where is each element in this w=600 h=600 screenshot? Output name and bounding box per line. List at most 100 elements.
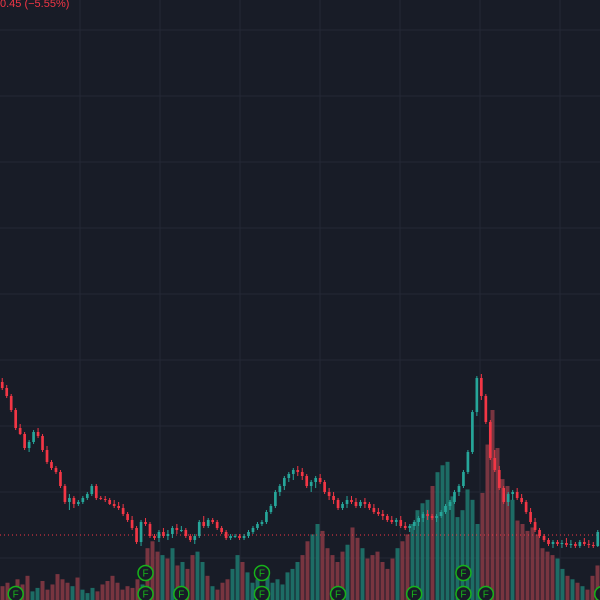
candle-body <box>90 486 94 494</box>
candle-body <box>591 545 595 546</box>
candle-body <box>426 514 429 516</box>
volume-bar <box>65 582 70 600</box>
volume-bar <box>85 593 90 600</box>
candle-body <box>103 499 107 500</box>
volume-bar <box>90 587 95 600</box>
candle-body <box>274 492 277 506</box>
financial-marker: F <box>253 585 271 600</box>
volume-bar <box>95 591 100 600</box>
financial-marker: F <box>7 585 24 600</box>
volume-bar <box>475 524 480 600</box>
volume-bar <box>580 586 585 600</box>
candle-body <box>224 532 228 538</box>
candle-body <box>336 500 340 508</box>
financial-marker-label: F <box>259 569 265 580</box>
candle-body <box>381 514 385 516</box>
volume-bar <box>575 582 580 600</box>
candle-body <box>5 388 9 396</box>
candle-body <box>9 396 13 410</box>
price-candles <box>0 374 600 548</box>
volume-bar <box>250 582 255 600</box>
candle-body <box>54 468 58 472</box>
candle-body <box>108 500 112 504</box>
volume-bar <box>225 579 230 600</box>
financial-marker-label: F <box>142 569 148 580</box>
volume-bar <box>470 499 475 600</box>
candle-body <box>309 482 313 486</box>
volume-bar <box>390 558 395 600</box>
candle-body <box>471 412 474 452</box>
candle-body <box>444 506 447 512</box>
volume-bar <box>180 562 185 600</box>
volume-bar <box>460 510 465 600</box>
candle-body <box>162 532 165 536</box>
F-circle-icon <box>455 585 472 600</box>
F-circle-icon <box>455 564 472 582</box>
volume-bar <box>515 520 520 600</box>
volume-bar <box>80 589 85 600</box>
candle-body <box>130 520 134 528</box>
volume-bar <box>560 568 565 600</box>
volume-bar <box>230 568 235 600</box>
candle-body <box>497 470 501 488</box>
candle-body <box>421 514 425 518</box>
candle-body <box>157 532 161 538</box>
candle-body <box>139 522 143 542</box>
volume-bar <box>290 568 295 600</box>
candle-body <box>560 543 564 544</box>
volume-bar <box>75 577 80 600</box>
candle-body <box>533 522 537 530</box>
volume-bar <box>310 534 315 600</box>
candle-body <box>578 542 582 546</box>
candle-body <box>385 516 389 520</box>
volume-bar <box>70 586 75 600</box>
candle-body <box>99 498 103 499</box>
volume-bar <box>215 589 220 600</box>
volume-bar <box>405 534 410 600</box>
financial-marker: F <box>137 564 154 582</box>
candle-body <box>466 452 470 472</box>
candle-body <box>488 422 492 458</box>
volume-bar <box>385 568 390 600</box>
volume-bar <box>155 551 160 600</box>
candle-body <box>538 530 541 536</box>
candle-body <box>287 474 291 478</box>
volume-bar <box>240 562 245 600</box>
candle-body <box>542 536 546 540</box>
candle-body <box>296 470 300 472</box>
volume-bar <box>480 492 485 600</box>
candle-body <box>32 432 35 442</box>
volume-bar <box>370 555 375 600</box>
candle-body <box>166 534 170 536</box>
candle-body <box>81 498 85 502</box>
volume-bar <box>445 461 450 600</box>
candle-body <box>260 522 264 524</box>
candle-body <box>314 478 318 482</box>
financial-markers: FFFFFFFFFFFFF <box>7 564 600 600</box>
candle-body <box>390 520 394 522</box>
volume-bar <box>160 555 165 600</box>
candle-body <box>399 520 403 526</box>
financial-marker-label: F <box>13 590 19 600</box>
financial-marker: F <box>477 585 495 600</box>
candle-body <box>318 478 322 482</box>
candle-body <box>529 512 532 522</box>
candle-body <box>453 492 456 502</box>
candle-body <box>511 492 515 494</box>
volume-bar <box>410 524 415 600</box>
volume-bar <box>0 586 5 600</box>
volume-bar <box>425 499 430 600</box>
volume-bar <box>545 551 550 600</box>
candle-body <box>345 500 349 504</box>
volume-bar <box>200 562 205 600</box>
volume-bar <box>495 448 500 600</box>
volume-bar <box>450 496 455 600</box>
volume-bar <box>380 562 385 600</box>
candle-body <box>269 506 273 512</box>
volume-bar <box>500 479 505 600</box>
financial-marker-label: F <box>142 590 148 600</box>
candle-body <box>135 528 138 542</box>
candle-body <box>238 536 241 538</box>
volume-bar <box>350 527 355 600</box>
